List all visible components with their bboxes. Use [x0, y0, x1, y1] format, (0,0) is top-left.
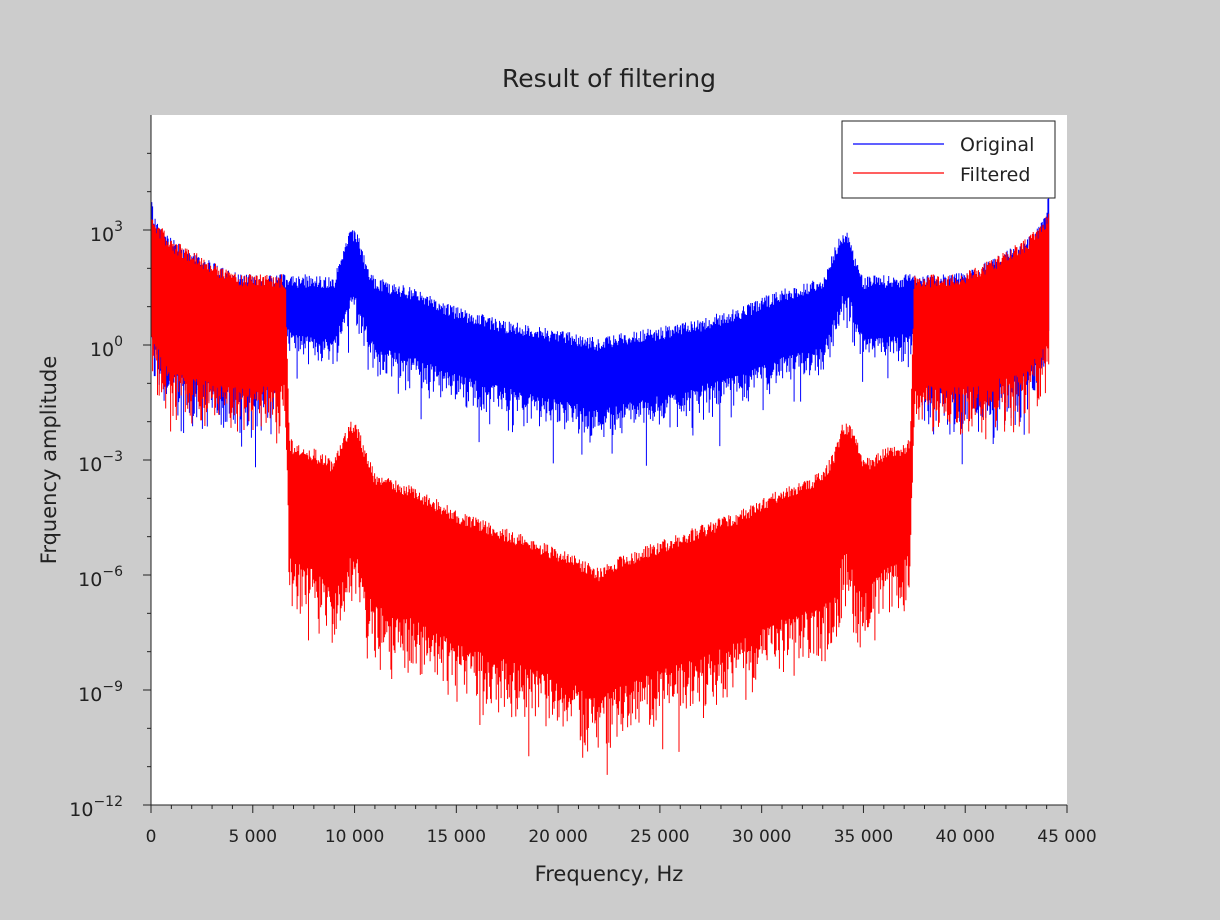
y-tick-label: 10−3	[78, 449, 123, 476]
chart-title: Result of filtering	[502, 64, 716, 93]
y-axis-ticks: 10−12 10−9 10−6 10−3 100 103	[69, 152, 151, 821]
y-tick-label: 100	[90, 334, 123, 361]
legend-box	[841, 120, 1056, 199]
x-tick-label: 5 000	[228, 827, 277, 847]
legend: Original Filtered	[841, 120, 1056, 199]
y-tick-label: 103	[90, 219, 123, 246]
y-tick-label: 10−12	[69, 794, 123, 821]
x-tick-label: 45 000	[1037, 827, 1096, 847]
plot-area: 0 5 000 10 000 15 000 20 000 25 000 30 000 35 0…	[69, 115, 1097, 847]
y-tick-label: 10−9	[78, 679, 123, 706]
legend-label-original: Original	[960, 134, 1034, 156]
x-axis-label: Frequency, Hz	[535, 862, 684, 886]
x-tick-label: 10 000	[325, 827, 384, 847]
x-tick-label: 35 000	[834, 827, 893, 847]
x-tick-label: 40 000	[935, 827, 994, 847]
x-tick-label: 0	[146, 827, 157, 847]
y-tick-label: 10−6	[78, 564, 123, 591]
legend-label-filtered: Filtered	[960, 164, 1030, 186]
x-tick-label: 20 000	[528, 827, 587, 847]
x-tick-label: 15 000	[427, 827, 486, 847]
x-tick-label: 30 000	[732, 827, 791, 847]
x-tick-label: 25 000	[630, 827, 689, 847]
x-axis-ticks: 0 5 000 10 000 15 000 20 000 25 000 30 000 35 0…	[146, 805, 1097, 847]
y-axis-label: Frquency amplitude	[37, 356, 61, 564]
